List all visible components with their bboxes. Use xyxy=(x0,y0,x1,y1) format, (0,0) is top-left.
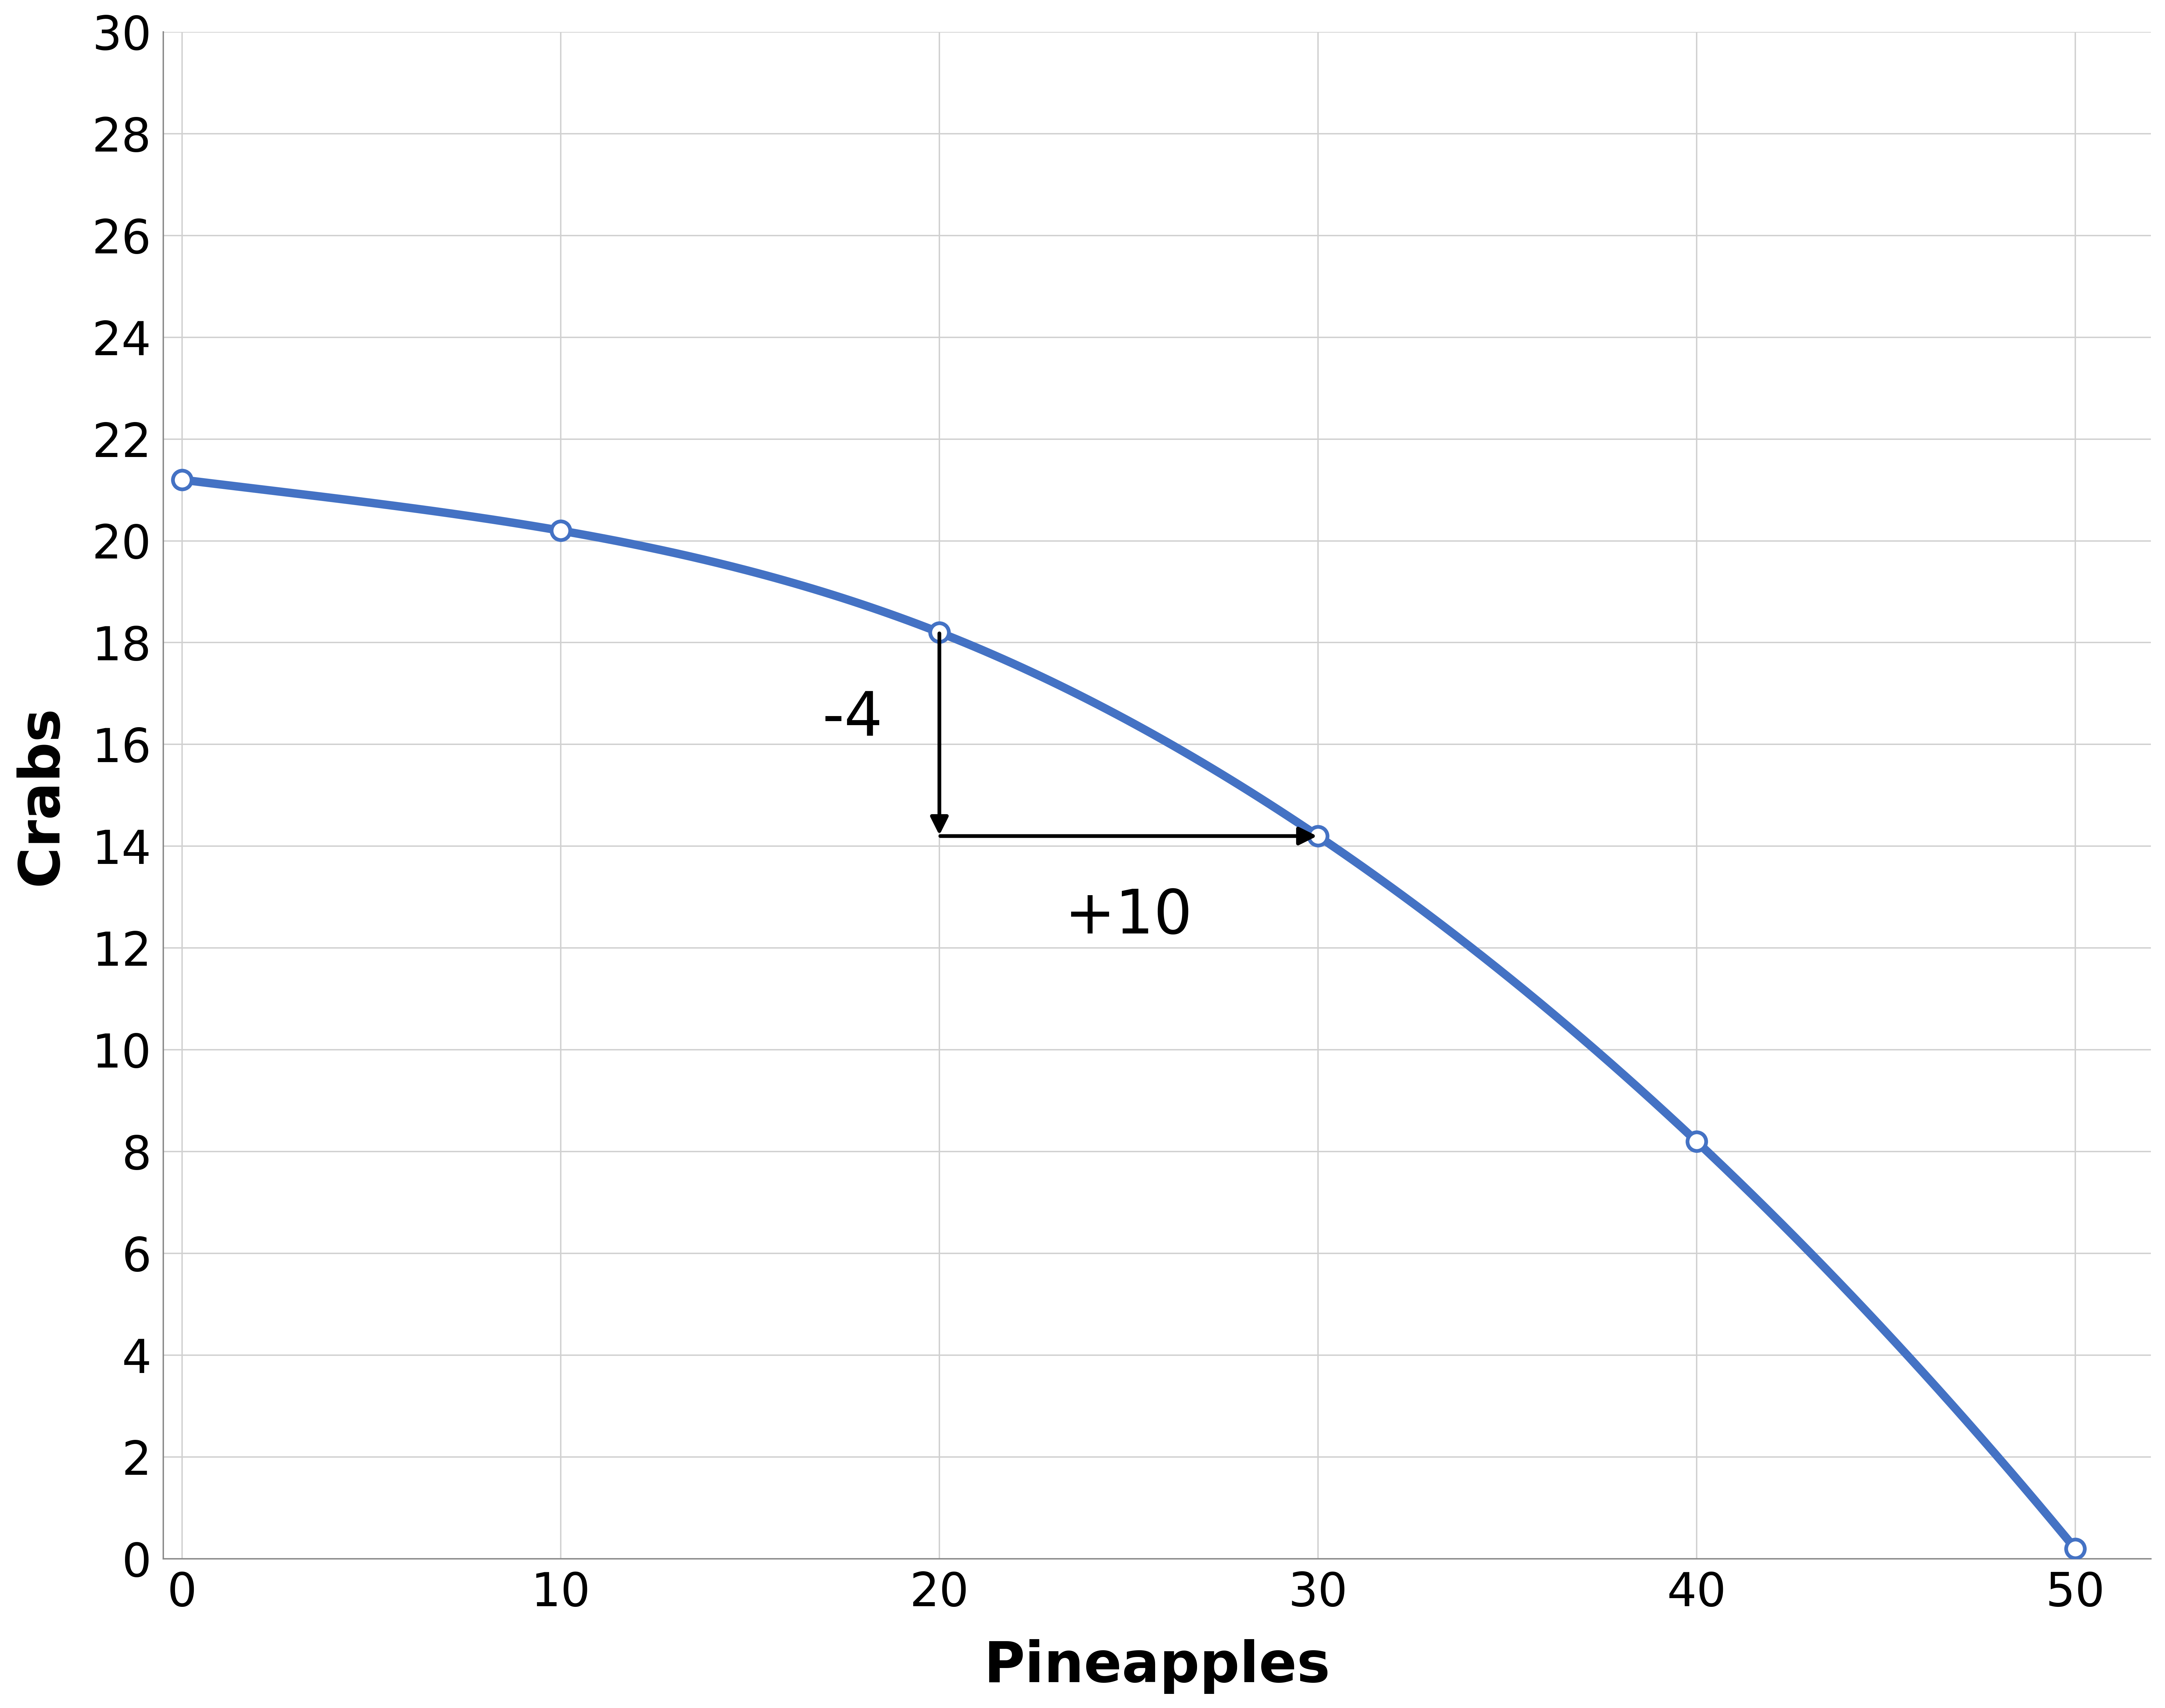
Y-axis label: Crabs: Crabs xyxy=(13,705,69,885)
Text: +10: +10 xyxy=(1065,886,1193,946)
Text: -4: -4 xyxy=(823,690,883,748)
X-axis label: Pineapples: Pineapples xyxy=(983,1640,1329,1694)
